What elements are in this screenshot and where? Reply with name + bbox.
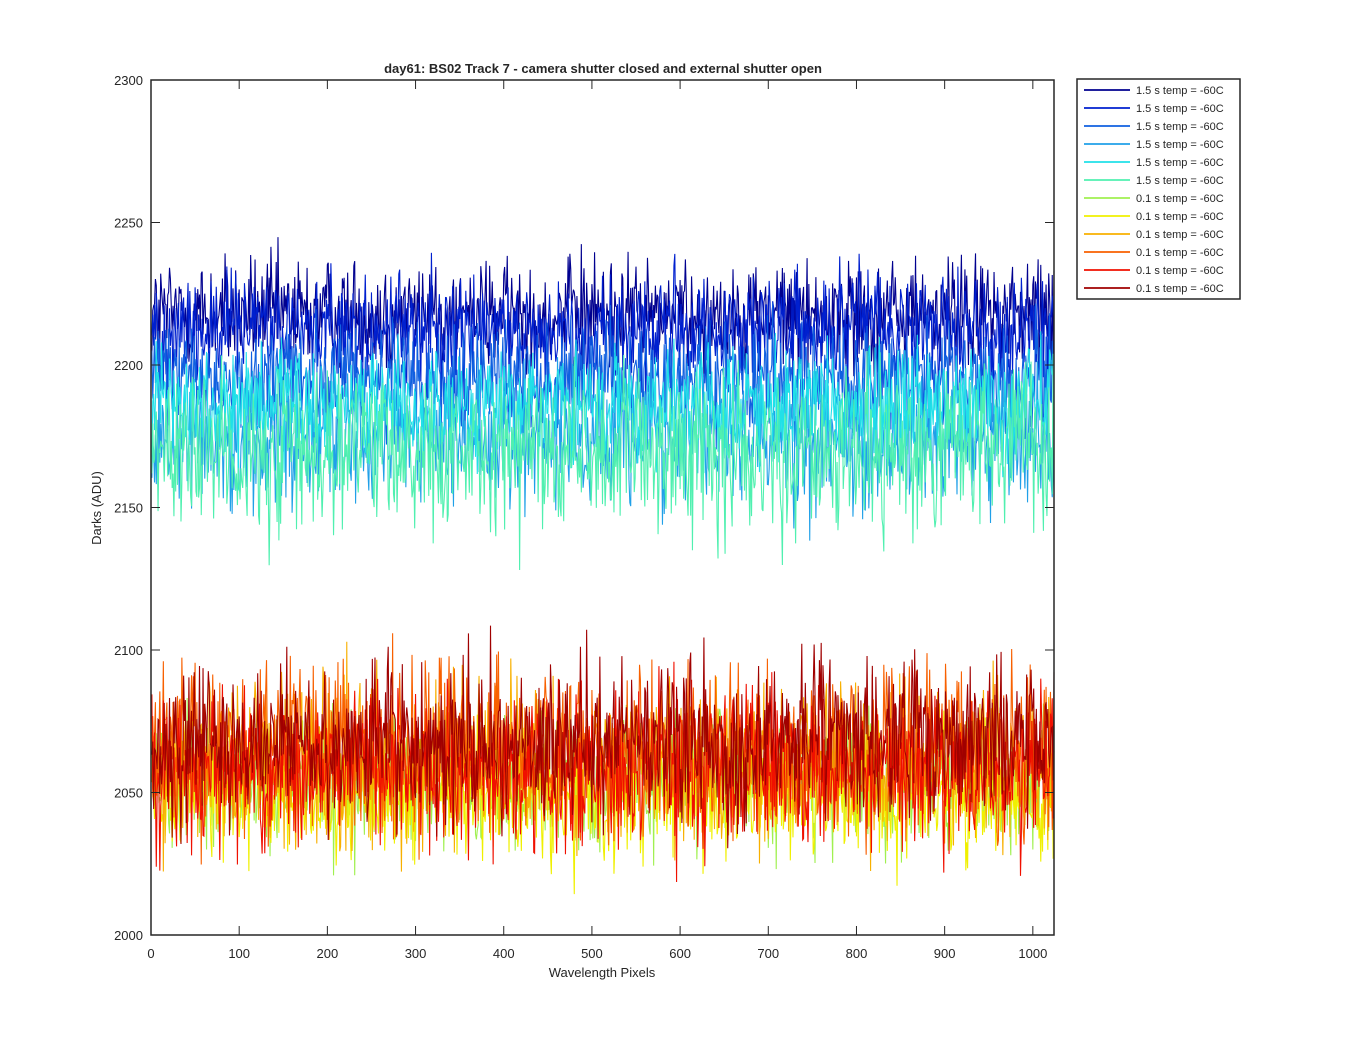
y-tick-label: 2050 xyxy=(114,786,143,801)
legend-entry: 0.1 s temp = -60C xyxy=(1136,193,1224,205)
x-tick-label: 500 xyxy=(581,946,603,961)
legend-entry: 0.1 s temp = -60C xyxy=(1136,211,1224,223)
x-tick-label: 900 xyxy=(934,946,956,961)
legend-entry: 1.5 s temp = -60C xyxy=(1136,175,1224,187)
x-tick-label: 600 xyxy=(669,946,691,961)
x-tick-label: 400 xyxy=(493,946,515,961)
legend-entry: 1.5 s temp = -60C xyxy=(1136,85,1224,97)
series-line xyxy=(151,252,1055,404)
x-tick-label: 0 xyxy=(147,946,154,961)
y-axis-label: Darks (ADU) xyxy=(89,471,104,545)
y-tick-label: 2200 xyxy=(114,358,143,373)
y-tick-label: 2150 xyxy=(114,501,143,516)
legend-box xyxy=(1076,78,1241,300)
x-axis: 0 100 200 300 400 500 600 700 800 900 1000 xyxy=(147,80,1047,961)
plot-lines xyxy=(151,237,1055,895)
x-tick-label: 300 xyxy=(405,946,427,961)
y-tick-label: 2100 xyxy=(114,643,143,658)
y-axis: 2000 2050 2100 2150 2200 2250 2300 xyxy=(114,73,1054,943)
x-tick-label: 1000 xyxy=(1018,946,1047,961)
x-axis-label: Wavelength Pixels xyxy=(549,965,656,980)
series-line xyxy=(151,625,1055,849)
legend-entry: 1.5 s temp = -60C xyxy=(1136,139,1224,151)
x-tick-label: 200 xyxy=(317,946,339,961)
x-tick-label: 700 xyxy=(757,946,779,961)
x-tick-label: 800 xyxy=(846,946,868,961)
legend-entry: 0.1 s temp = -60C xyxy=(1136,265,1224,277)
series-line xyxy=(151,351,1055,570)
legend-entry: 1.5 s temp = -60C xyxy=(1136,157,1224,169)
legend-entry: 1.5 s temp = -60C xyxy=(1136,103,1224,115)
legend: 1.5 s temp = -60C 1.5 s temp = -60C 1.5 s … xyxy=(1076,78,1241,300)
chart-title: day61: BS02 Track 7 - camera shutter clo… xyxy=(384,61,822,76)
legend-entry: 0.1 s temp = -60C xyxy=(1136,283,1224,295)
y-tick-label: 2000 xyxy=(114,928,143,943)
y-tick-label: 2250 xyxy=(114,216,143,231)
y-tick-label: 2300 xyxy=(114,73,143,88)
legend-entry: 0.1 s temp = -60C xyxy=(1136,229,1224,241)
x-tick-label: 100 xyxy=(228,946,250,961)
legend-entry: 1.5 s temp = -60C xyxy=(1136,121,1224,133)
legend-entry: 0.1 s temp = -60C xyxy=(1136,247,1224,259)
